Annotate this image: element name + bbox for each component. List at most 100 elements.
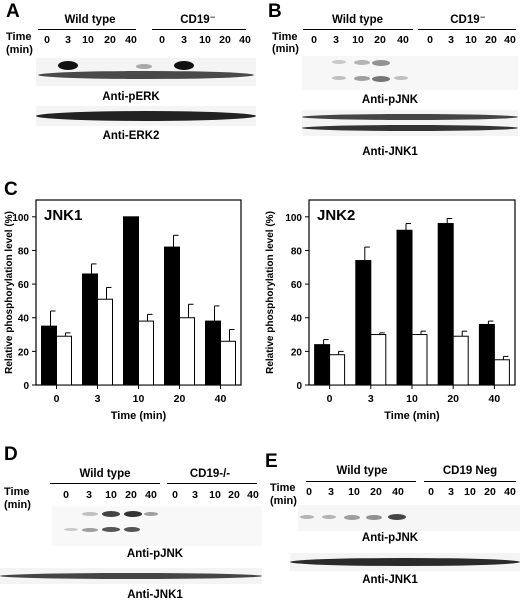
lane-time: 0	[172, 489, 178, 501]
bar	[478, 323, 495, 386]
bar	[123, 216, 139, 386]
lane-time: 0	[428, 486, 434, 498]
lane-time: 20	[228, 489, 240, 501]
y-tick-label: 0	[23, 381, 29, 392]
lane-time: 0	[311, 34, 317, 46]
bar	[314, 344, 331, 386]
blot-pjnk	[298, 505, 520, 531]
x-tick-label: 20	[174, 393, 186, 405]
lane-time: 3	[86, 489, 92, 501]
lane-time: 20	[370, 486, 382, 498]
x-tick-label: 0	[327, 393, 333, 405]
chart-title: JNK1	[44, 207, 82, 224]
lane-time: 40	[125, 34, 137, 46]
group-label-cd19: CD19-/-	[189, 468, 231, 480]
bar	[97, 298, 113, 386]
bar	[82, 273, 98, 386]
time-unit-label: (min)	[270, 495, 297, 507]
y-tick-label: 100	[285, 213, 302, 224]
bar	[41, 325, 57, 386]
group-underline	[418, 29, 516, 30]
lane-time: 40	[239, 34, 251, 46]
lane-time: 3	[333, 34, 339, 46]
group-underline	[167, 483, 257, 484]
bar	[411, 334, 428, 386]
lane-time: 10	[465, 34, 477, 46]
time-label: Time	[272, 31, 298, 43]
lane-time: 20	[374, 34, 386, 46]
lane-time: 10	[199, 34, 211, 46]
x-tick-label: 3	[368, 393, 374, 405]
time-label: Time	[4, 486, 30, 498]
blot-jnk1	[0, 568, 262, 584]
antibody-label-jnk1: Anti-JNK1	[127, 589, 183, 601]
lane-time: 20	[485, 34, 497, 46]
y-tick-label: 40	[18, 314, 30, 325]
time-label: Time	[6, 31, 32, 43]
bar	[370, 334, 387, 386]
antibody-label-pjnk: Anti-pJNK	[361, 532, 419, 544]
chart-jnk1: 0 20 40 60 80 100 0 3 10 20 40 JNK1 Time (min) Relati…	[4, 199, 242, 422]
time-label: Time	[270, 482, 296, 494]
bar	[56, 335, 72, 386]
antibody-label-erk2: Anti-ERK2	[102, 130, 160, 142]
lane-time: 3	[448, 486, 454, 498]
lane-time: 0	[44, 34, 50, 46]
y-tick-label: 40	[291, 314, 303, 325]
lane-time: 0	[306, 486, 312, 498]
y-tick-label: 60	[18, 280, 30, 291]
y-tick-label: 0	[296, 381, 302, 392]
x-tick-label: 3	[95, 393, 101, 405]
group-label-wild-type: Wild type	[79, 468, 131, 480]
x-tick-label: 40	[489, 393, 501, 405]
x-tick-label: 0	[54, 393, 60, 405]
group-label-cd19: CD19⁻	[450, 14, 486, 26]
lane-time: 40	[145, 489, 157, 501]
lane-time: 10	[464, 486, 476, 498]
bar	[396, 229, 413, 386]
x-tick-label: 20	[447, 393, 459, 405]
group-underline	[303, 29, 413, 30]
group-label-cd19-neg: CD19 Neg	[442, 465, 498, 477]
y-tick-label: 80	[291, 246, 303, 257]
antibody-label-jnk1: Anti-JNK1	[362, 574, 418, 586]
lane-time: 40	[397, 34, 409, 46]
time-unit-label: (min)	[4, 499, 31, 511]
blot-pjnk	[52, 506, 262, 546]
time-unit-label: (min)	[6, 44, 33, 56]
bar	[355, 260, 372, 386]
antibody-label-pjnk: Anti-pJNK	[126, 548, 184, 560]
lane-time: 10	[209, 489, 221, 501]
panel-letter-a: A	[6, 1, 20, 22]
lane-time: 40	[504, 34, 516, 46]
group-underline	[306, 481, 416, 482]
bar	[452, 335, 469, 386]
lane-time: 10	[82, 34, 94, 46]
y-tick-label: 100	[12, 213, 29, 224]
lane-time: 3	[448, 34, 454, 46]
y-tick-label: 60	[291, 280, 303, 291]
y-tick-label: 20	[18, 347, 30, 358]
x-tick-label: 10	[133, 393, 145, 405]
y-tick-label: 80	[18, 246, 30, 257]
lane-time: 3	[181, 34, 187, 46]
panel-letter-c: C	[4, 179, 18, 200]
lane-time: 40	[247, 489, 259, 501]
group-label-wild-type: Wild type	[331, 14, 383, 26]
lane-time: 0	[427, 34, 433, 46]
bar	[179, 317, 195, 386]
antibody-label-jnk1: Anti-JNK1	[362, 146, 418, 158]
blot-jnk1	[290, 553, 520, 571]
lane-time: 3	[328, 486, 334, 498]
x-tick-label: 40	[215, 393, 227, 405]
bar	[138, 320, 154, 386]
blot-erk2	[36, 106, 256, 126]
panel-letter-d: D	[4, 444, 18, 465]
lane-time: 3	[65, 34, 71, 46]
group-underline	[50, 483, 160, 484]
group-underline	[152, 29, 246, 30]
bar	[220, 340, 236, 386]
lane-time: 10	[348, 486, 360, 498]
bar	[329, 354, 346, 386]
lane-time: 40	[504, 486, 516, 498]
